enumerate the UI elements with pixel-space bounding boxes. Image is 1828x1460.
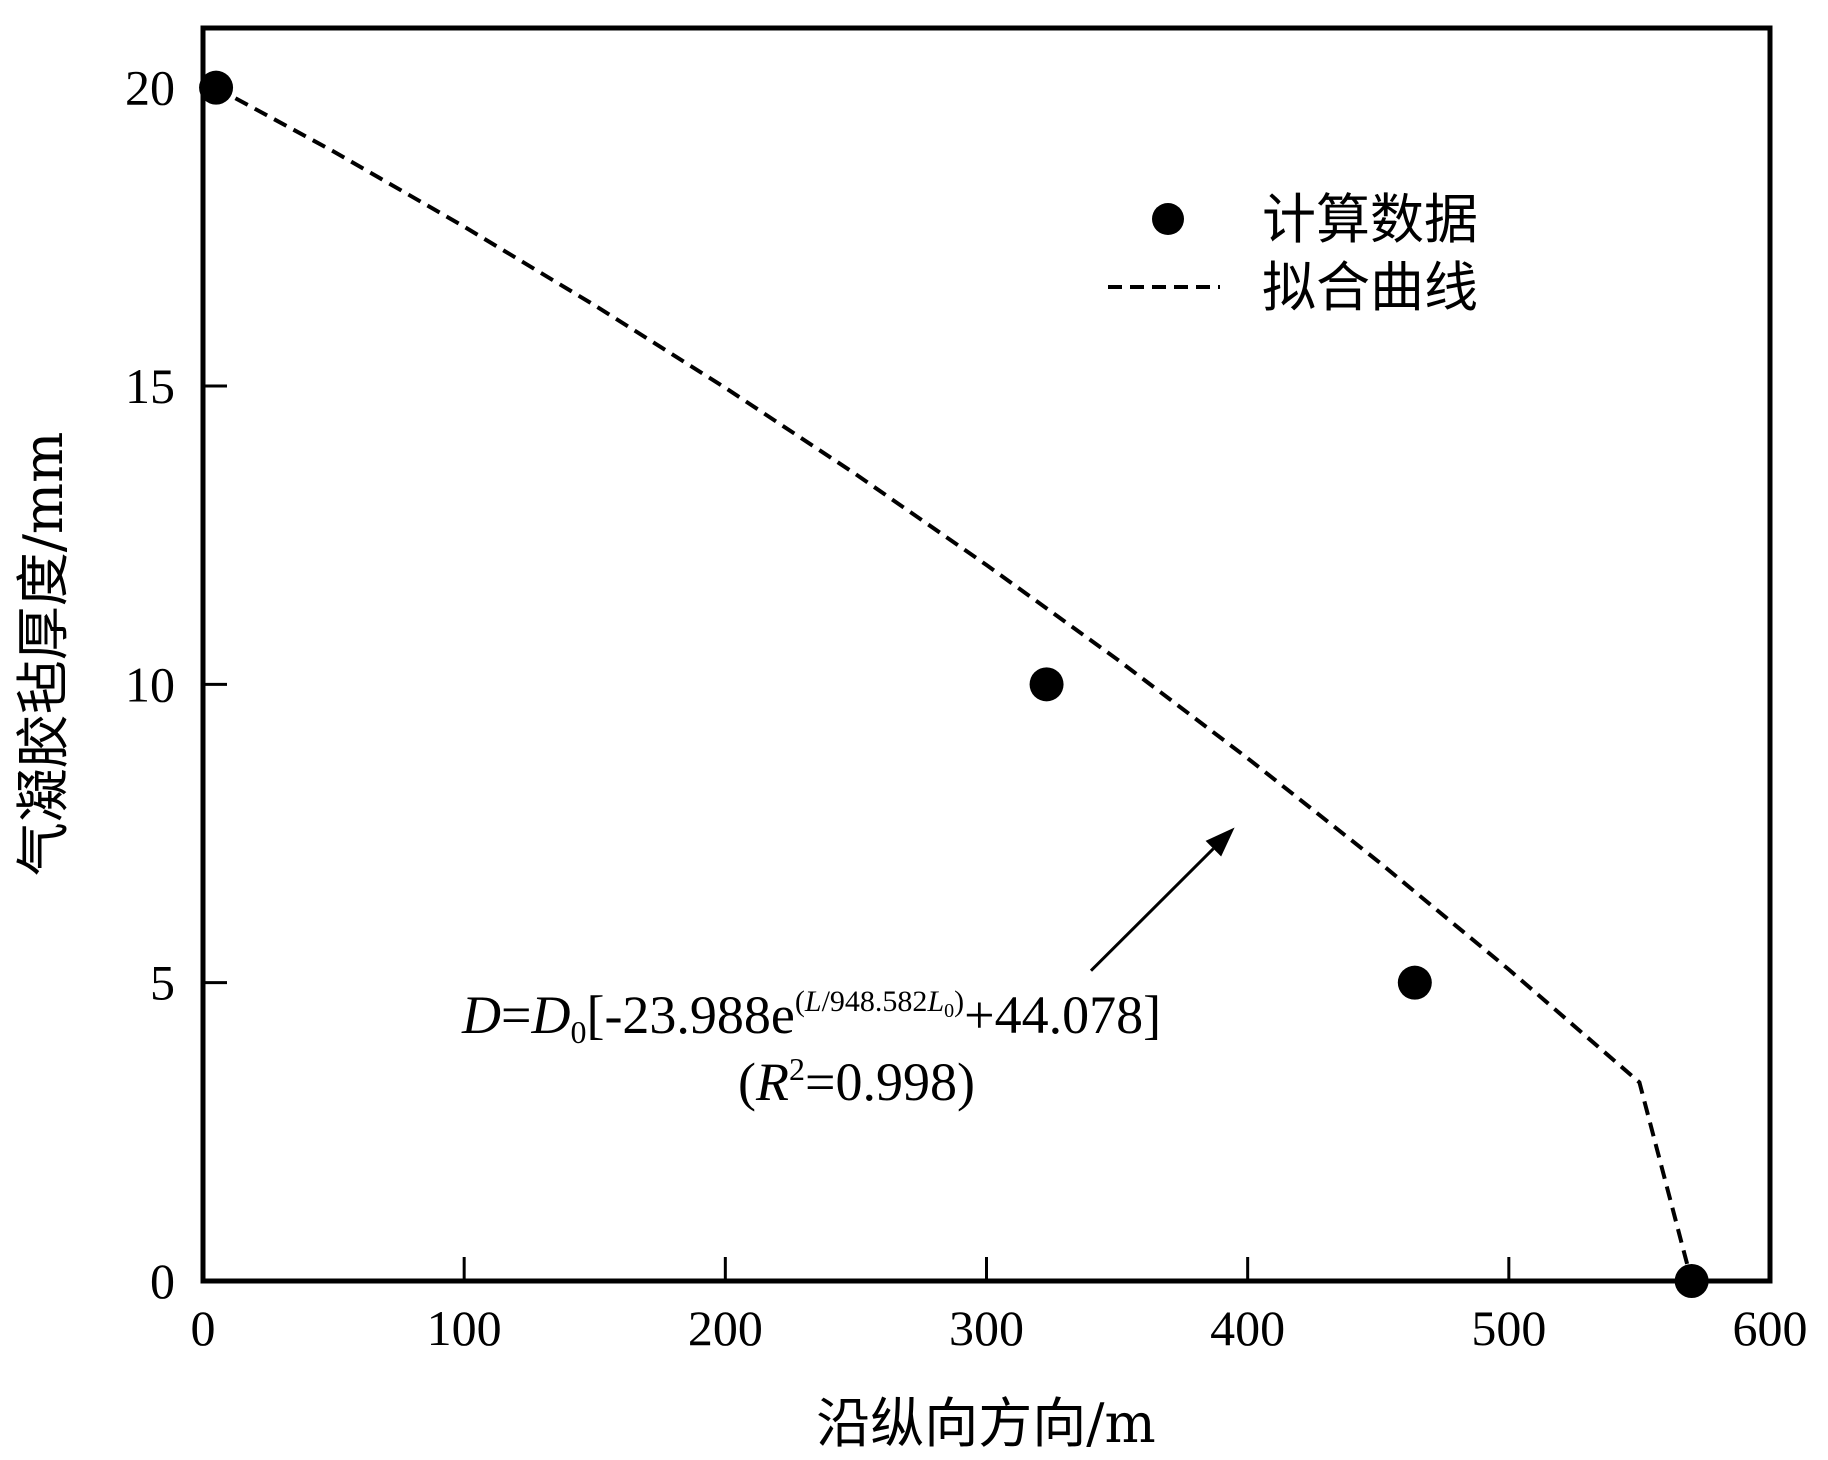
x-tick-label: 0 (191, 1300, 216, 1356)
legend: 计算数据 拟合曲线 (1108, 188, 1478, 319)
data-point (199, 70, 234, 105)
y-tick-label: 10 (125, 656, 175, 712)
x-tick-label: 500 (1471, 1300, 1546, 1356)
legend-label-line: 拟合曲线 (1262, 256, 1478, 319)
y-axis-title: 气凝胶毡厚度/mm (12, 432, 75, 877)
annotation-arrowhead (1205, 827, 1235, 857)
r-squared: (R2=0.998) (738, 1051, 975, 1112)
y-tick-label: 5 (150, 955, 175, 1011)
data-point (1029, 667, 1064, 702)
data-point (1674, 1264, 1709, 1298)
fit-annotation: D=D0[-23.988e(L/948.582L0)+44.078] (R2=0… (461, 827, 1235, 1112)
tick-labels: 0 100 200 300 400 500 600 0 5 10 15 20 (125, 60, 1808, 1356)
x-tick-label: 600 (1733, 1300, 1808, 1356)
equation: D=D0[-23.988e(L/948.582L0)+44.078] (461, 985, 1161, 1050)
plot-frame (200, 25, 1773, 1284)
series-layer (199, 70, 1709, 1298)
x-tick-label: 300 (949, 1300, 1024, 1356)
x-tick-label: 400 (1210, 1300, 1285, 1356)
axis-ticks (201, 86, 1772, 1283)
y-tick-label: 0 (150, 1253, 175, 1309)
data-point (1397, 965, 1432, 1000)
x-tick-label: 200 (688, 1300, 763, 1356)
annotation-arrow (1089, 847, 1215, 972)
legend-label-scatter: 计算数据 (1262, 188, 1478, 251)
fit-curve (215, 85, 1694, 1282)
x-tick-label: 100 (427, 1300, 502, 1356)
y-tick-label: 15 (125, 358, 175, 414)
y-tick-label: 20 (125, 60, 175, 116)
x-axis-title: 沿纵向方向/m (816, 1392, 1155, 1455)
legend-marker-scatter (1152, 203, 1184, 235)
